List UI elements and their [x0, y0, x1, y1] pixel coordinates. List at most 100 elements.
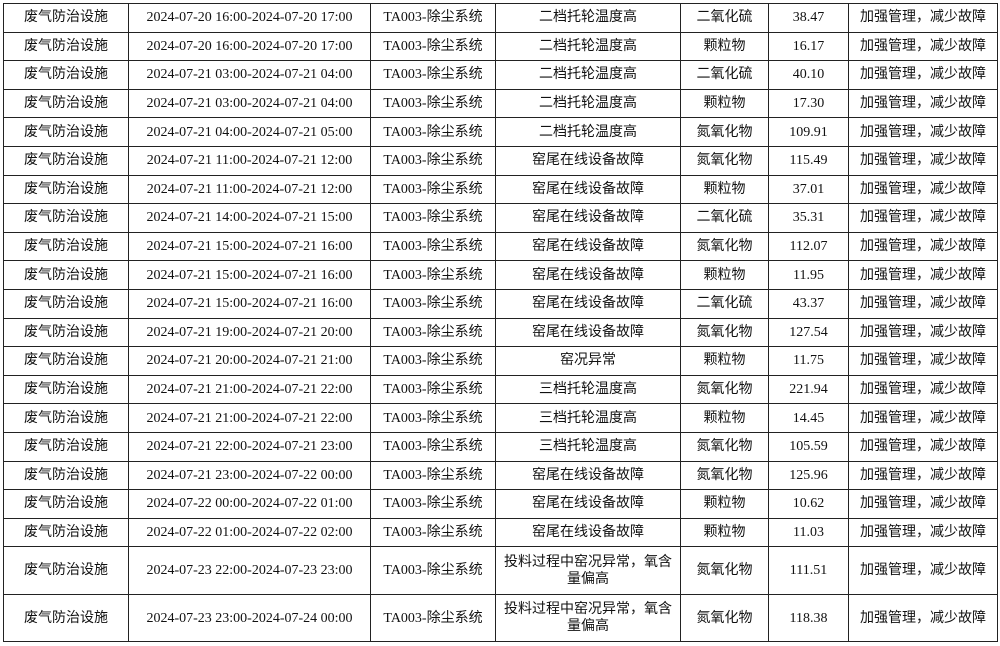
- pollutant-cell: 氮氧化物: [680, 546, 769, 595]
- period-cell: 2024-07-22 00:00-2024-07-22 01:00: [128, 489, 371, 519]
- reason-cell: 窑尾在线设备故障: [495, 489, 681, 519]
- value-cell: 221.94: [768, 374, 849, 405]
- facility-cell: 废气防治设施: [3, 346, 129, 376]
- period-cell: 2024-07-21 11:00-2024-07-21 12:00: [128, 145, 371, 176]
- period-cell: 2024-07-21 15:00-2024-07-21 16:00: [128, 231, 371, 262]
- table-row: 废气防治设施 2024-07-21 03:00-2024-07-21 04:00 T…: [3, 88, 998, 119]
- table-row: 废气防治设施 2024-07-21 21:00-2024-07-21 22:00 T…: [3, 374, 998, 405]
- value-cell: 40.10: [768, 60, 849, 90]
- table-row: 废气防治设施 2024-07-23 23:00-2024-07-24 00:00 T…: [3, 593, 998, 643]
- measure-cell: 加强管理，减少故障: [848, 231, 998, 262]
- facility-cell: 废气防治设施: [3, 60, 129, 90]
- reason-cell: 窑况异常: [495, 346, 681, 376]
- reason-cell: 投料过程中窑况异常，氧含量偏高: [495, 593, 681, 643]
- table-row: 废气防治设施 2024-07-22 01:00-2024-07-22 02:00 T…: [3, 517, 998, 548]
- reason-cell: 二档托轮温度高: [495, 31, 681, 62]
- pollutant-cell: 颗粒物: [680, 260, 769, 290]
- value-cell: 14.45: [768, 403, 849, 433]
- period-cell: 2024-07-21 04:00-2024-07-21 05:00: [128, 117, 371, 147]
- pollutant-cell: 氮氧化物: [680, 317, 769, 348]
- facility-cell: 废气防治设施: [3, 517, 129, 548]
- pollutant-cell: 颗粒物: [680, 31, 769, 62]
- measure-cell: 加强管理，减少故障: [848, 174, 998, 205]
- reason-cell: 二档托轮温度高: [495, 60, 681, 90]
- pollutant-cell: 颗粒物: [680, 346, 769, 376]
- system-cell: TA003-除尘系统: [370, 88, 496, 119]
- table-row: 废气防治设施 2024-07-21 23:00-2024-07-22 00:00 T…: [3, 460, 998, 491]
- value-cell: 112.07: [768, 231, 849, 262]
- measure-cell: 加强管理，减少故障: [848, 88, 998, 119]
- facility-cell: 废气防治设施: [3, 260, 129, 290]
- period-cell: 2024-07-21 23:00-2024-07-22 00:00: [128, 460, 371, 491]
- facility-cell: 废气防治设施: [3, 546, 129, 595]
- reason-cell: 窑尾在线设备故障: [495, 517, 681, 548]
- value-cell: 37.01: [768, 174, 849, 205]
- facility-cell: 废气防治设施: [3, 203, 129, 233]
- reason-cell: 窑尾在线设备故障: [495, 203, 681, 233]
- table-row: 废气防治设施 2024-07-21 11:00-2024-07-21 12:00 T…: [3, 174, 998, 205]
- measure-cell: 加强管理，减少故障: [848, 403, 998, 433]
- pollutant-cell: 颗粒物: [680, 517, 769, 548]
- table-row: 废气防治设施 2024-07-20 16:00-2024-07-20 17:00 T…: [3, 3, 998, 33]
- reason-cell: 窑尾在线设备故障: [495, 260, 681, 290]
- table-row: 废气防治设施 2024-07-23 22:00-2024-07-23 23:00 T…: [3, 546, 998, 595]
- system-cell: TA003-除尘系统: [370, 60, 496, 90]
- measure-cell: 加强管理，减少故障: [848, 203, 998, 233]
- reason-cell: 投料过程中窑况异常，氧含量偏高: [495, 546, 681, 595]
- pollutant-cell: 颗粒物: [680, 88, 769, 119]
- value-cell: 111.51: [768, 546, 849, 595]
- reason-cell: 窑尾在线设备故障: [495, 174, 681, 205]
- measure-cell: 加强管理，减少故障: [848, 117, 998, 147]
- table-body: 废气防治设施 2024-07-20 16:00-2024-07-20 17:00 T…: [3, 3, 998, 643]
- facility-cell: 废气防治设施: [3, 31, 129, 62]
- measure-cell: 加强管理，减少故障: [848, 546, 998, 595]
- value-cell: 38.47: [768, 3, 849, 33]
- period-cell: 2024-07-21 21:00-2024-07-21 22:00: [128, 403, 371, 433]
- pollutant-cell: 二氧化硫: [680, 288, 769, 319]
- system-cell: TA003-除尘系统: [370, 593, 496, 643]
- reason-cell: 窑尾在线设备故障: [495, 460, 681, 491]
- facility-cell: 废气防治设施: [3, 3, 129, 33]
- measure-cell: 加强管理，减少故障: [848, 431, 998, 462]
- system-cell: TA003-除尘系统: [370, 288, 496, 319]
- reason-cell: 窑尾在线设备故障: [495, 288, 681, 319]
- period-cell: 2024-07-21 03:00-2024-07-21 04:00: [128, 60, 371, 90]
- measure-cell: 加强管理，减少故障: [848, 260, 998, 290]
- pollutant-cell: 氮氧化物: [680, 431, 769, 462]
- pollutant-cell: 二氧化硫: [680, 3, 769, 33]
- system-cell: TA003-除尘系统: [370, 174, 496, 205]
- system-cell: TA003-除尘系统: [370, 3, 496, 33]
- value-cell: 11.95: [768, 260, 849, 290]
- measure-cell: 加强管理，减少故障: [848, 460, 998, 491]
- period-cell: 2024-07-23 23:00-2024-07-24 00:00: [128, 593, 371, 643]
- pollutant-cell: 二氧化硫: [680, 60, 769, 90]
- value-cell: 127.54: [768, 317, 849, 348]
- table-row: 废气防治设施 2024-07-21 14:00-2024-07-21 15:00 T…: [3, 203, 998, 233]
- system-cell: TA003-除尘系统: [370, 546, 496, 595]
- table-row: 废气防治设施 2024-07-21 15:00-2024-07-21 16:00 T…: [3, 288, 998, 319]
- pollutant-cell: 氮氧化物: [680, 145, 769, 176]
- facility-cell: 废气防治设施: [3, 403, 129, 433]
- system-cell: TA003-除尘系统: [370, 346, 496, 376]
- table-row: 废气防治设施 2024-07-21 15:00-2024-07-21 16:00 T…: [3, 260, 998, 290]
- pollutant-cell: 氮氧化物: [680, 593, 769, 643]
- facility-cell: 废气防治设施: [3, 431, 129, 462]
- system-cell: TA003-除尘系统: [370, 31, 496, 62]
- value-cell: 11.75: [768, 346, 849, 376]
- system-cell: TA003-除尘系统: [370, 460, 496, 491]
- table-row: 废气防治设施 2024-07-21 19:00-2024-07-21 20:00 T…: [3, 317, 998, 348]
- table-row: 废气防治设施 2024-07-21 11:00-2024-07-21 12:00 T…: [3, 145, 998, 176]
- period-cell: 2024-07-20 16:00-2024-07-20 17:00: [128, 3, 371, 33]
- system-cell: TA003-除尘系统: [370, 403, 496, 433]
- system-cell: TA003-除尘系统: [370, 203, 496, 233]
- measure-cell: 加强管理，减少故障: [848, 593, 998, 643]
- table-row: 废气防治设施 2024-07-20 16:00-2024-07-20 17:00 T…: [3, 31, 998, 62]
- measure-cell: 加强管理，减少故障: [848, 374, 998, 405]
- system-cell: TA003-除尘系统: [370, 117, 496, 147]
- reason-cell: 三档托轮温度高: [495, 374, 681, 405]
- measure-cell: 加强管理，减少故障: [848, 145, 998, 176]
- value-cell: 109.91: [768, 117, 849, 147]
- pollutant-cell: 氮氧化物: [680, 117, 769, 147]
- measure-cell: 加强管理，减少故障: [848, 3, 998, 33]
- facility-cell: 废气防治设施: [3, 145, 129, 176]
